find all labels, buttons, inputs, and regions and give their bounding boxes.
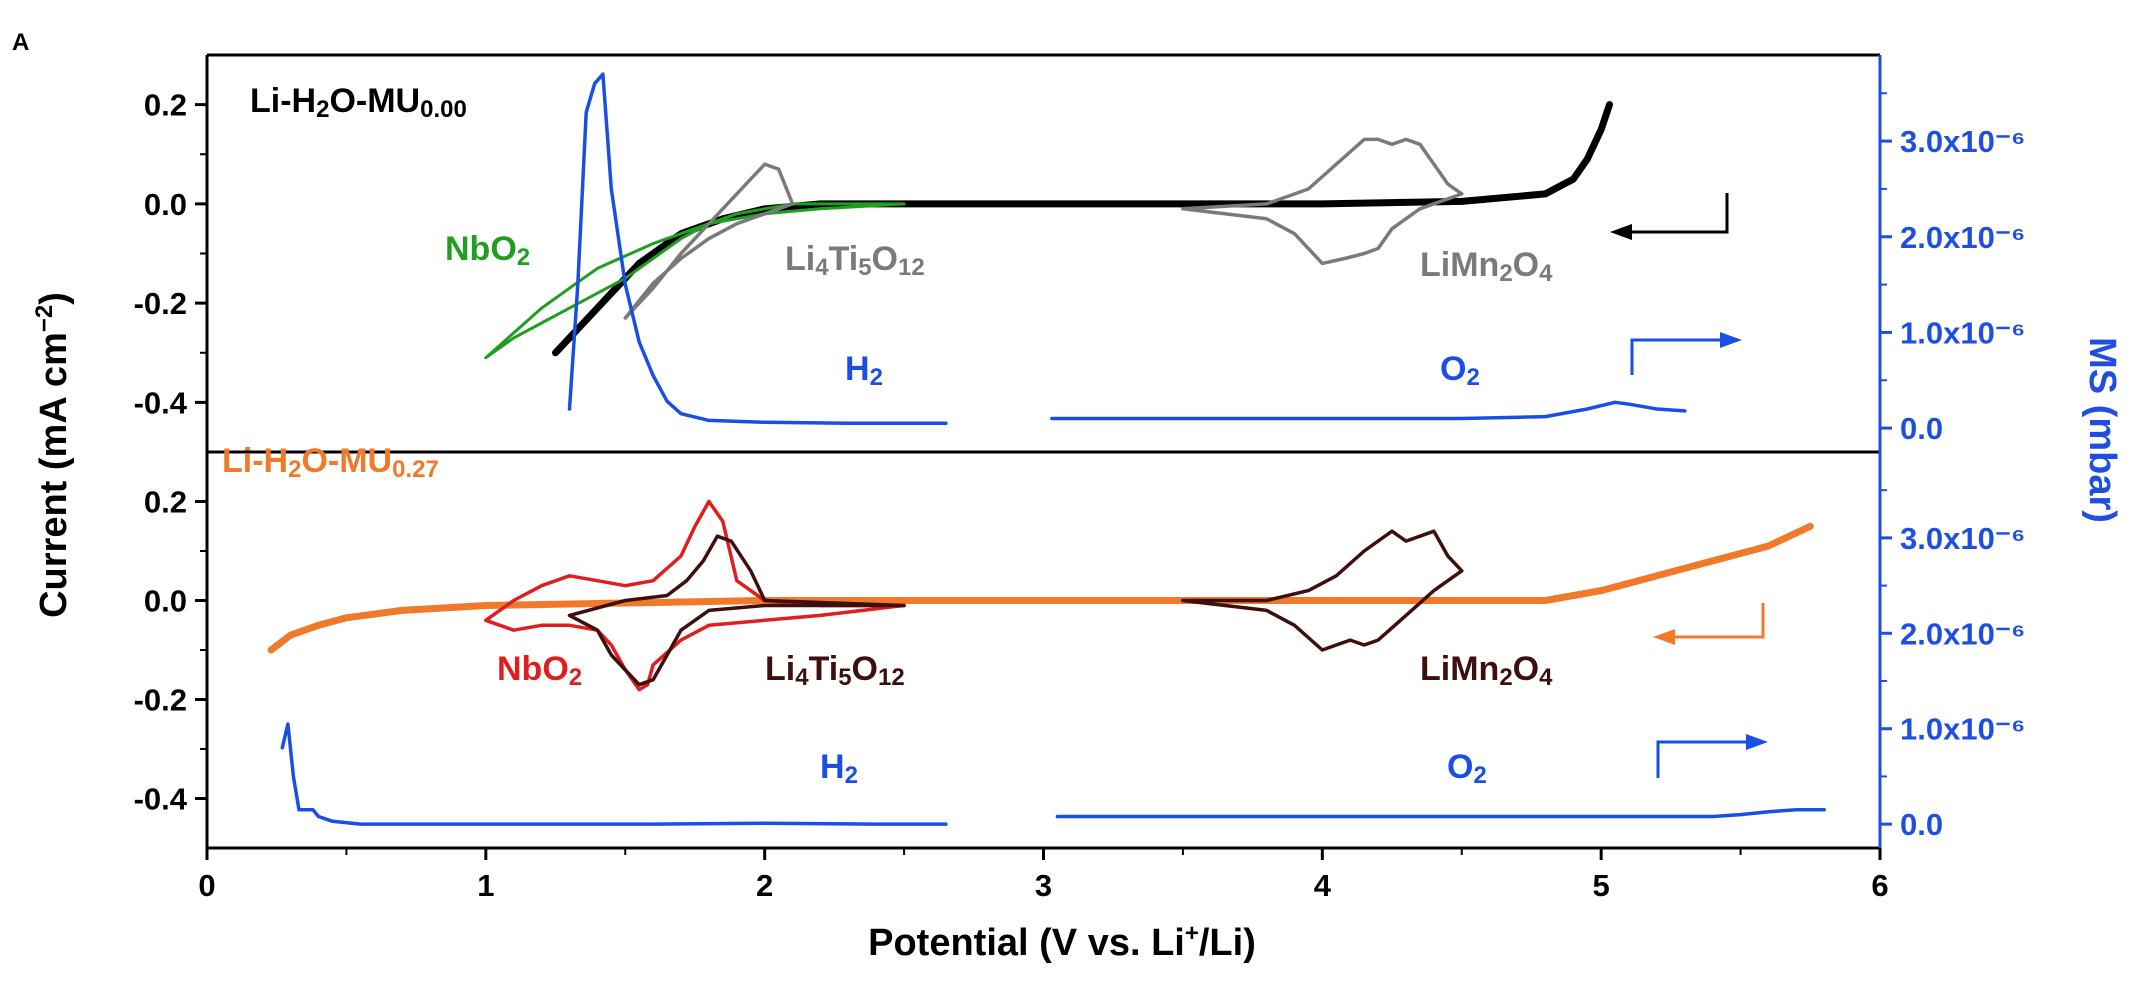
y-axis-title-sup: −2 [31,305,58,332]
y2-tick-label: 3.0x10⁻⁶ [1900,521,2025,556]
top-series-nbo- [484,202,906,360]
y2-tick-label: 0.0 [1900,807,1943,842]
y-tick-label: -0.4 [134,782,188,817]
bottom-label-o2: O2 [1447,748,1487,789]
y-axis-title-main: Current (mA cm [33,332,75,618]
y-tick-label: -0.2 [134,683,187,718]
y-tick-label: 0.2 [144,88,187,123]
x-axis-title-end: /Li) [1199,922,1256,964]
bottom-series-ms-o- [1055,808,1826,819]
y-axis-title: Current (mA cm−2) [31,292,75,618]
series-layer [267,72,1826,826]
bottom-series-li-h-o-mu- [267,522,1814,654]
y2-tick-label: 2.0x10⁻⁶ [1900,616,2025,651]
top-label-lmo: LiMn2O4 [1420,246,1553,287]
bottom-label-lmo: LiMn2O4 [1420,650,1553,691]
y-tick-label: 0.2 [144,485,187,520]
x-tick-label: 0 [198,868,215,903]
top-series-ms-h- [567,72,948,426]
bottom-right-axis-arrow [1656,734,1768,778]
x-axis-title-sup: + [1185,920,1199,947]
y-tick-label: -0.4 [134,385,188,420]
y2-tick-label: 1.0x10⁻⁶ [1900,712,2025,747]
panel-tag: A [12,29,29,56]
bottom-left-axis-arrow [1653,603,1765,645]
y-tick-label: 0.0 [144,584,187,619]
y2-axis-title: MS (mbar) [2081,337,2123,523]
y2-tick-label: 1.0x10⁻⁶ [1900,315,2025,350]
x-tick-label: 2 [756,868,773,903]
top-series-li-h-o-mu- [552,101,1613,357]
top-panel-title: Li-H2O-MU0.00 [250,82,467,123]
bottom-label-lto: Li4Ti5O12 [765,650,905,691]
top-label-o2: O2 [1440,350,1480,391]
x-tick-label: 3 [1035,868,1052,903]
y-axis-title-end: ) [33,292,75,305]
bottom-series-li-ti-o- [567,534,906,687]
y2-tick-label: 0.0 [1900,411,1943,446]
top-right-axis-arrow [1630,332,1742,375]
bottom-label-nbo2: NbO2 [497,650,582,691]
top-label-lto: Li4Ti5O12 [785,240,925,281]
x-tick-label: 6 [1871,868,1888,903]
top-series-li-ti-o- [623,162,795,320]
top-series-ms-o- [1050,400,1687,421]
y-tick-label: 0.0 [144,187,187,222]
top-left-axis-arrow [1610,193,1729,240]
bottom-series-limn-o- [1181,529,1464,652]
bottom-panel-title: Li-H2O-MU0.27 [222,442,439,483]
x-tick-label: 5 [1593,868,1610,903]
x-tick-label: 1 [477,868,494,903]
top-series-limn-o- [1181,137,1464,266]
y-tick-label: -0.2 [134,286,187,321]
y2-tick-label: 2.0x10⁻⁶ [1900,220,2025,255]
bottom-label-h2: H2 [820,748,858,789]
x-axis-title-main: Potential (V vs. Li [868,922,1185,964]
y2-tick-label: 3.0x10⁻⁶ [1900,124,2025,159]
x-axis-title: Potential (V vs. Li+/Li) [868,920,1256,964]
bottom-series-ms-h- [280,722,948,826]
top-label-h2: H2 [845,350,883,391]
top-label-nbo2: NbO2 [445,230,530,271]
x-tick-label: 4 [1314,868,1332,903]
tick-layer: 0 1 2 3 4 5 6 0.2 0.0 -0.2 -0.4 3.0x10⁻⁶ 2.0x10⁻⁶ 1.0… [134,88,2026,903]
plot-frame [205,53,1882,850]
